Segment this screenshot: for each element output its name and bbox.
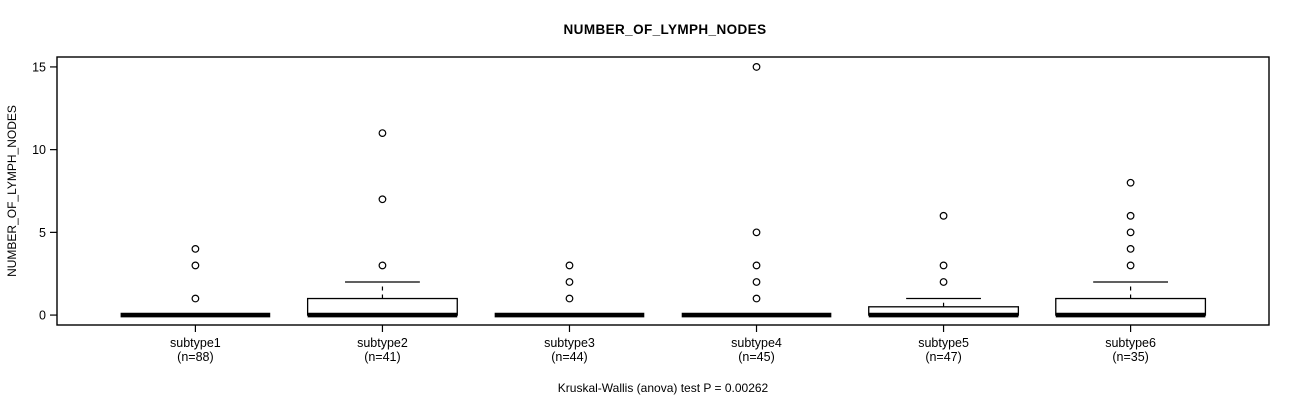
outlier-point-subtype4 <box>752 294 761 303</box>
outlier-point-subtype4 <box>752 261 761 270</box>
outlier-point-subtype5 <box>939 261 948 270</box>
kruskal-wallis-footer: Kruskal-Wallis (anova) test P = 0.00262 <box>558 381 769 395</box>
outlier-point-subtype6 <box>1126 245 1135 253</box>
outlier-point-subtype1 <box>191 261 200 270</box>
group-label-subtype5: subtype5 <box>918 336 969 350</box>
outlier-point-subtype1 <box>191 294 200 303</box>
outlier-point-subtype2 <box>378 261 387 270</box>
plot-area: 0 5 10 15 subtype1(n=88) subtype2(n=41) subtyp… <box>32 56 1270 364</box>
group-label-subtype4: subtype4 <box>731 336 782 350</box>
group-label-subtype6: subtype6 <box>1105 336 1156 350</box>
group-label-subtype2: subtype2 <box>357 336 408 350</box>
outlier-point-subtype6 <box>1126 261 1135 270</box>
outlier-point-subtype6 <box>1126 211 1135 220</box>
box-subtype6 <box>1055 297 1207 316</box>
outlier-point-subtype3 <box>565 294 574 303</box>
chart-title: NUMBER_OF_LYMPH_NODES <box>564 22 767 37</box>
outlier-point-subtype5 <box>939 211 948 220</box>
y-tick-label: 5 <box>39 226 46 240</box>
group-n-label-subtype6: (n=35) <box>1112 350 1148 364</box>
group-label-subtype3: subtype3 <box>544 336 595 350</box>
group-n-label-subtype2: (n=41) <box>364 350 400 364</box>
y-tick-label: 0 <box>39 309 46 323</box>
group-n-label-subtype4: (n=45) <box>738 350 774 364</box>
y-tick-label: 10 <box>32 143 46 157</box>
outlier-point-subtype3 <box>565 261 574 270</box>
outlier-point-subtype2 <box>378 129 387 137</box>
outlier-point-subtype2 <box>378 195 387 204</box>
outlier-point-subtype5 <box>939 278 948 286</box>
y-tick-label: 15 <box>32 60 46 74</box>
outlier-point-subtype4 <box>752 278 761 286</box>
outlier-point-subtype6 <box>1126 178 1135 187</box>
outlier-point-subtype4 <box>752 228 761 237</box>
outlier-point-subtype4 <box>752 63 761 71</box>
group-label-subtype1: subtype1 <box>170 336 221 350</box>
outlier-point-subtype6 <box>1126 228 1135 237</box>
plot-border <box>56 56 1270 326</box>
outlier-point-subtype1 <box>191 245 200 253</box>
box-subtype2 <box>306 297 458 316</box>
outlier-point-subtype3 <box>565 278 574 286</box>
group-n-label-subtype5: (n=47) <box>925 350 961 364</box>
group-n-label-subtype1: (n=88) <box>177 350 213 364</box>
group-n-label-subtype3: (n=44) <box>551 350 587 364</box>
y-axis-label: NUMBER_OF_LYMPH_NODES <box>5 105 19 277</box>
